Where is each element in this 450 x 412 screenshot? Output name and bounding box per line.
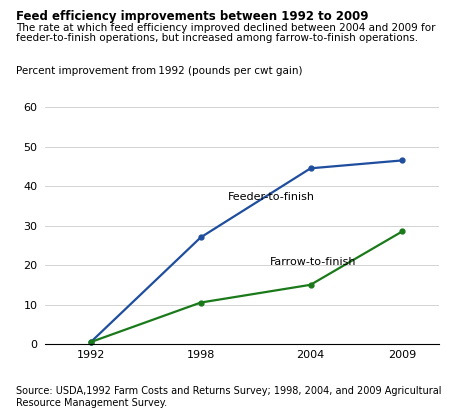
Text: feeder-to-finish operations, but increased among farrow-to-finish operations.: feeder-to-finish operations, but increas…	[16, 33, 418, 43]
Text: Feeder-to-finish: Feeder-to-finish	[228, 192, 315, 202]
Text: Source: USDA,1992 Farm Costs and Returns Survey; 1998, 2004, and 2009 Agricultur: Source: USDA,1992 Farm Costs and Returns…	[16, 386, 441, 408]
Text: Percent improvement from 1992 (pounds per cwt gain): Percent improvement from 1992 (pounds pe…	[16, 66, 302, 76]
Text: Farrow-to-finish: Farrow-to-finish	[270, 257, 357, 267]
Text: The rate at which feed efficiency improved declined between 2004 and 2009 for: The rate at which feed efficiency improv…	[16, 23, 435, 33]
Text: Feed efficiency improvements between 1992 to 2009: Feed efficiency improvements between 199…	[16, 10, 368, 23]
